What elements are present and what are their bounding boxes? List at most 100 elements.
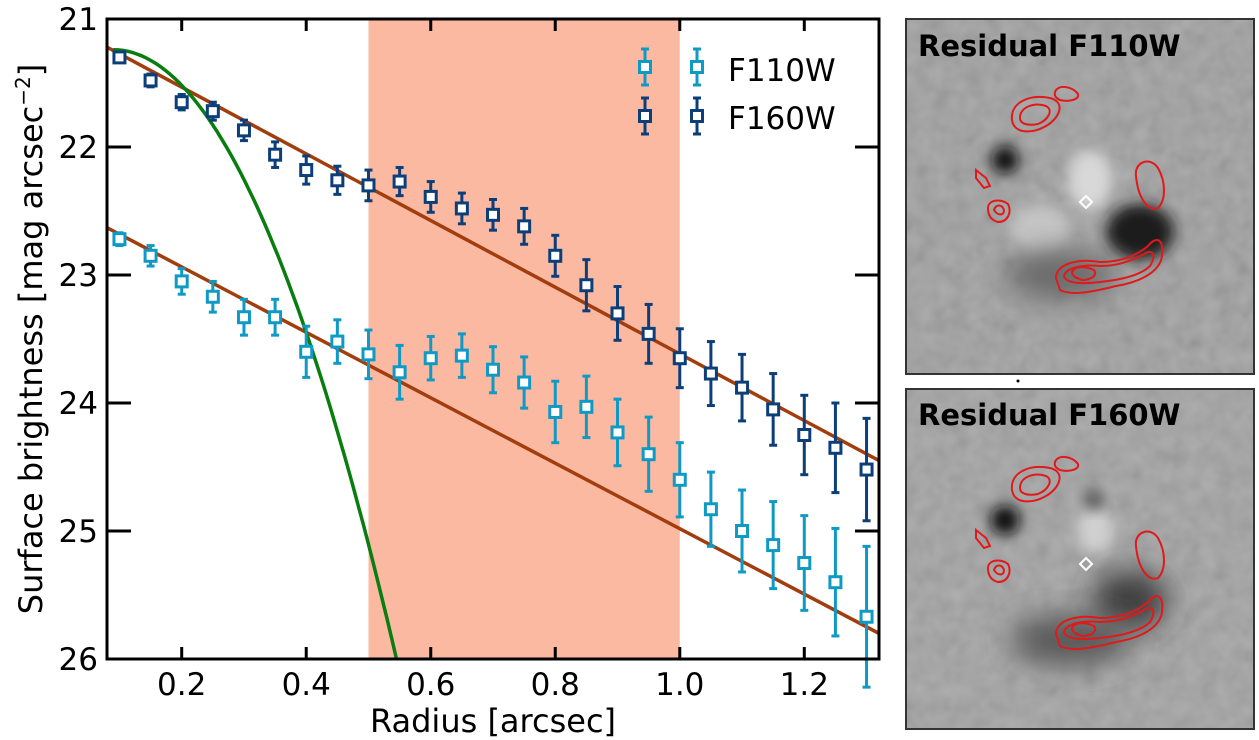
data-point xyxy=(423,180,438,214)
data-point xyxy=(236,297,251,337)
x-tick-label: 0.2 xyxy=(157,667,206,703)
square-marker xyxy=(548,248,563,263)
square-marker xyxy=(797,428,812,442)
y-tick-label: 21 xyxy=(59,2,98,38)
square-marker xyxy=(392,365,407,380)
square-marker xyxy=(610,306,625,321)
square-marker xyxy=(236,310,251,325)
panel-frame xyxy=(905,18,1255,375)
plot-area: 0.2 0.4 0.6 0.8 1.0 1.2 21 22 23 24 25 26 Radius [a… xyxy=(11,2,881,740)
model-line-1 xyxy=(107,226,879,635)
panel-title: Residual F110W xyxy=(918,29,1181,63)
data-point xyxy=(486,345,500,395)
y-tick-label: 24 xyxy=(59,386,98,422)
x-tick-label: 1.0 xyxy=(655,667,704,703)
data-point xyxy=(766,500,781,591)
data-point xyxy=(205,100,220,122)
plot-frame xyxy=(105,17,881,661)
data-point xyxy=(828,526,843,638)
data-point xyxy=(797,393,812,477)
x-tick-label: 0.8 xyxy=(531,667,580,703)
data-point xyxy=(517,206,532,246)
data-point xyxy=(579,374,594,440)
data-point xyxy=(268,297,283,337)
data-point xyxy=(112,50,127,65)
contours xyxy=(975,456,1165,650)
legend-entry-f160w: F160W xyxy=(638,96,836,137)
center-marker xyxy=(1078,194,1094,210)
center-marker xyxy=(1078,556,1094,572)
data-point xyxy=(268,140,283,169)
y-tick-label: 26 xyxy=(59,642,98,678)
square-marker xyxy=(859,609,874,624)
data-point xyxy=(548,379,563,445)
data-point xyxy=(174,93,189,112)
residual-panel-f160w: Residual F160W xyxy=(905,388,1255,730)
legend-label-f160w: F160W xyxy=(728,101,836,137)
square-marker xyxy=(361,347,376,362)
x-tick-label: 0.4 xyxy=(282,667,331,703)
data-point xyxy=(766,372,781,447)
data-point xyxy=(174,267,189,296)
square-marker xyxy=(143,248,158,263)
square-marker xyxy=(517,375,532,390)
data-point xyxy=(205,279,220,314)
square-marker xyxy=(299,163,314,178)
residual-panel-f110w: Residual F110W xyxy=(905,18,1255,375)
square-marker xyxy=(454,201,469,216)
panel-title: Residual F160W xyxy=(918,398,1181,432)
square-marker xyxy=(486,207,500,222)
data-point xyxy=(579,258,594,313)
square-marker xyxy=(330,334,345,349)
data-point xyxy=(859,416,874,523)
square-marker xyxy=(548,404,563,419)
dot-separator xyxy=(1016,379,1020,383)
square-marker xyxy=(299,344,314,359)
square-marker xyxy=(766,538,781,553)
data-point xyxy=(517,355,532,410)
y-tick-label: 23 xyxy=(59,258,98,294)
x-tick-label: 1.2 xyxy=(780,667,829,703)
square-marker xyxy=(392,174,407,189)
square-marker xyxy=(423,351,438,366)
data-point xyxy=(112,231,127,248)
data-point xyxy=(610,397,625,468)
shaded-region xyxy=(368,19,680,659)
legend-marker xyxy=(690,60,704,74)
legend-label-f110w: F110W xyxy=(728,53,836,89)
data-point xyxy=(610,285,625,342)
square-marker xyxy=(268,147,283,162)
square-marker xyxy=(174,95,189,110)
square-marker xyxy=(641,326,656,341)
square-marker xyxy=(205,289,220,304)
data-point xyxy=(859,544,874,689)
square-marker xyxy=(610,425,625,440)
square-marker xyxy=(361,178,376,193)
square-marker xyxy=(735,524,750,538)
data-point xyxy=(236,118,251,143)
square-marker xyxy=(828,440,843,455)
model-line-0 xyxy=(107,45,879,463)
square-marker xyxy=(672,351,687,366)
x-tick-label: 0.6 xyxy=(406,667,455,703)
square-marker xyxy=(486,362,500,377)
data-point xyxy=(143,72,158,89)
square-marker xyxy=(112,50,127,65)
square-marker xyxy=(517,219,532,234)
data-point xyxy=(454,332,469,379)
data-point xyxy=(143,244,158,268)
data-point xyxy=(703,340,718,408)
square-marker xyxy=(641,447,656,462)
square-marker xyxy=(859,462,874,477)
data-point xyxy=(797,514,812,612)
data-point xyxy=(330,318,345,365)
data-point xyxy=(828,401,843,495)
square-marker xyxy=(268,310,283,325)
y-tick-label: 22 xyxy=(59,130,98,166)
square-marker xyxy=(828,575,843,590)
square-marker xyxy=(735,380,750,395)
square-marker xyxy=(454,348,469,363)
square-marker xyxy=(672,472,687,487)
x-axis-label: Radius [arcsec] xyxy=(370,702,616,740)
